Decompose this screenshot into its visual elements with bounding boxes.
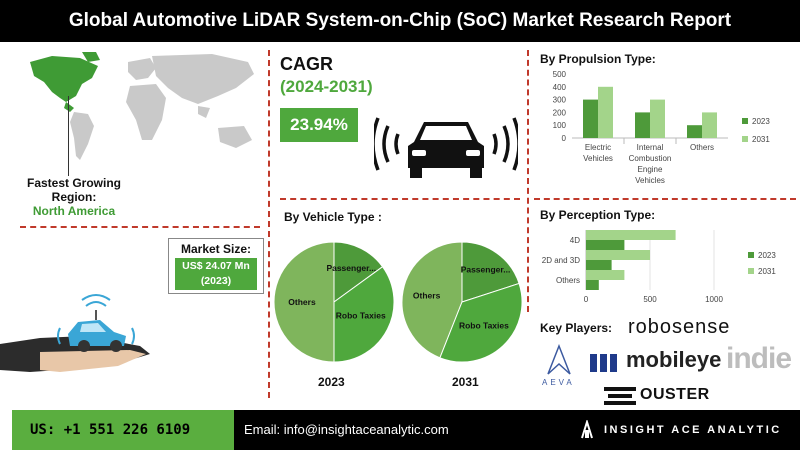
- perc-bar-2023-0: [586, 240, 625, 250]
- fastest-region-label: Fastest Growing Region:: [26, 176, 121, 204]
- perc-legend-label-2023: 2023: [758, 251, 776, 260]
- market-size-amount: US$ 24.07 Mn: [182, 260, 250, 272]
- prop-bar-2023-0: [583, 99, 598, 138]
- pie-slice-passenger: [461, 241, 520, 303]
- prop-y-tick: 400: [553, 83, 567, 92]
- prop-bar-2031-1: [650, 99, 665, 138]
- pie-label-passenger: Passenger...: [326, 263, 376, 273]
- mobileye-mark-icon: [590, 354, 617, 372]
- pie-slice-others: [273, 241, 335, 363]
- pie-slice-robotaxies: [439, 282, 523, 363]
- pie-2031-year: 2031: [452, 375, 479, 389]
- prop-x-label: Electric: [585, 143, 611, 152]
- prop-x-label: Others: [690, 143, 714, 152]
- insight-ace-logo-icon: [581, 420, 593, 439]
- vehicle-title: By Vehicle Type :: [284, 210, 382, 224]
- footer-phone[interactable]: US: +1 551 226 6109: [12, 410, 234, 450]
- divider-right: [527, 50, 529, 312]
- perc-bar-2023-2: [586, 280, 599, 290]
- market-size-label: Market Size:: [180, 242, 252, 256]
- perc-y-label: 4D: [570, 236, 580, 245]
- divider-left: [268, 50, 270, 398]
- prop-bar-2023-1: [635, 112, 650, 138]
- cagr-period: (2024-2031): [280, 77, 373, 96]
- aeva-mark-icon: [547, 344, 571, 375]
- prop-legend-swatch-2031: [742, 136, 748, 142]
- pie-slice-others: [401, 241, 463, 359]
- footer-bar: [234, 410, 800, 450]
- pie-label-passenger: Passenger...: [461, 265, 511, 275]
- footer-email[interactable]: Email: info@insightaceanalytic.com: [244, 422, 449, 437]
- prop-x-label: Vehicles: [635, 176, 665, 185]
- pie-2023-year: 2023: [318, 375, 345, 389]
- fastest-region-value: North America: [32, 204, 116, 218]
- prop-bar-2031-0: [598, 86, 613, 138]
- pie-slice-robotaxies: [333, 266, 395, 363]
- prop-x-label: Internal: [637, 143, 664, 152]
- perc-x-tick: 1000: [705, 295, 723, 304]
- pie-label-robotaxies: Robo Taxies: [459, 320, 509, 330]
- report-title: Global Automotive LiDAR System-on-Chip (…: [0, 0, 800, 42]
- footer-brand: INSIGHT ACE ANALYTIC: [604, 424, 782, 436]
- perc-legend-swatch-2023: [748, 252, 754, 258]
- propulsion-chart: 0 100 200 300 400 500 Electric Vehicles Internal…: [553, 70, 771, 185]
- vehicle-pie-2023: Others Passenger... Robo Taxies: [273, 241, 395, 363]
- market-size-value: US$ 24.07 Mn (2023): [175, 258, 257, 290]
- divider-left-h: [20, 226, 260, 228]
- market-size-box: Market Size: US$ 24.07 Mn (2023): [168, 238, 264, 294]
- perc-bar-2031-2: [586, 270, 625, 280]
- cagr-value: 23.94%: [280, 108, 358, 142]
- perc-legend-swatch-2031: [748, 268, 754, 274]
- prop-legend-label-2023: 2023: [752, 117, 770, 126]
- robosense-logo: robosense: [628, 316, 731, 338]
- region-pointer: [68, 96, 69, 176]
- divider-mid-h: [280, 198, 520, 200]
- divider-right-h: [534, 198, 796, 200]
- perc-bar-2023-1: [586, 260, 612, 270]
- ouster-logo: OUSTER: [640, 386, 710, 403]
- ouster-mark-icon: [604, 387, 636, 405]
- hand-car-illustration: [0, 294, 150, 372]
- pie-slice-passenger: [333, 241, 384, 303]
- lidar-car-icon: [374, 117, 518, 178]
- prop-y-tick: 500: [553, 70, 567, 79]
- prop-x-label: Vehicles: [583, 154, 613, 163]
- prop-x-label: Combustion: [629, 154, 672, 163]
- indie-logo: indie: [726, 342, 792, 375]
- aeva-logo: AEVA: [542, 378, 575, 387]
- pie-label-robotaxies: Robo Taxies: [336, 311, 386, 321]
- perc-bar-2031-1: [586, 250, 650, 260]
- perception-chart: 0 500 1000 4D 2D and 3D Others 2023 2031: [542, 230, 776, 304]
- perc-x-tick: 500: [643, 295, 657, 304]
- perception-title: By Perception Type:: [540, 208, 656, 222]
- prop-bar-2031-2: [702, 112, 717, 138]
- perc-y-label: Others: [556, 276, 580, 285]
- perc-legend-label-2031: 2031: [758, 267, 776, 276]
- prop-legend-swatch-2023: [742, 118, 748, 124]
- perc-x-tick: 0: [584, 295, 589, 304]
- cagr-title: CAGR: [280, 54, 333, 74]
- pie-label-others: Others: [288, 297, 316, 307]
- prop-y-tick: 100: [553, 121, 567, 130]
- market-size-year: (2023): [200, 275, 232, 287]
- prop-y-tick: 0: [562, 134, 567, 143]
- vehicle-pie-2031: Others Passenger... Robo Taxies: [401, 241, 523, 363]
- world-map: [30, 52, 254, 160]
- perc-bar-2031-0: [586, 230, 676, 240]
- perc-y-label: 2D and 3D: [542, 256, 580, 265]
- prop-y-tick: 300: [553, 96, 567, 105]
- pie-label-others: Others: [413, 290, 441, 300]
- prop-bar-2023-2: [687, 125, 702, 138]
- mobileye-logo: mobileye: [626, 347, 722, 372]
- prop-x-label: Engine: [638, 165, 663, 174]
- prop-y-tick: 200: [553, 108, 567, 117]
- prop-legend-label-2031: 2031: [752, 135, 770, 144]
- propulsion-title: By Propulsion Type:: [540, 52, 656, 66]
- key-players-title: Key Players:: [540, 321, 613, 335]
